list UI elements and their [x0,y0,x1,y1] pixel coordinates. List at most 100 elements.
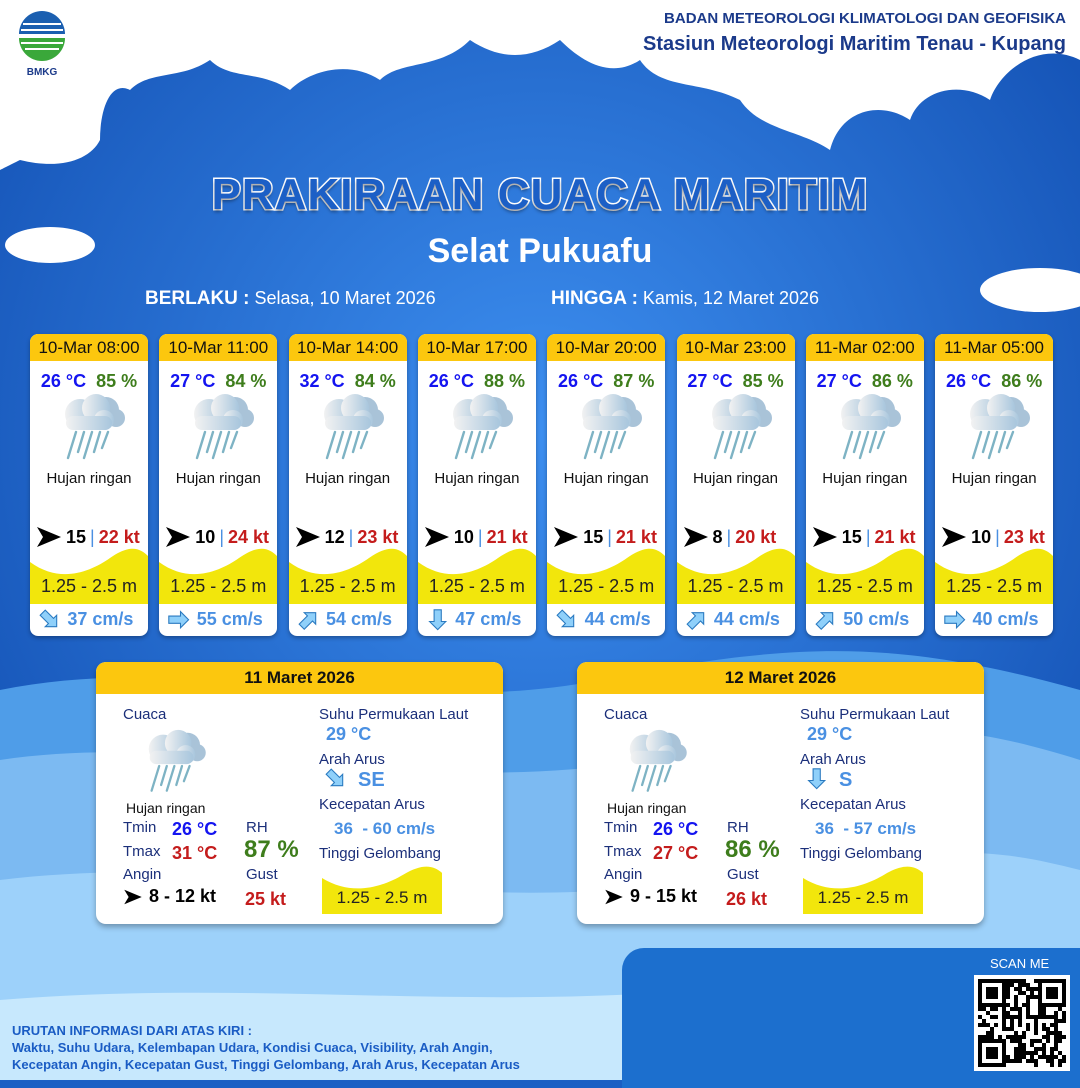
wind-label: Angin [123,866,162,883]
weather-label: Cuaca [604,706,648,723]
current-arrow-ne-icon [297,612,316,631]
cloud-rain-icon [582,394,643,460]
wave-height: 1.25 - 2.5 m [558,576,655,596]
wave-shape [803,866,923,914]
footer-line-2: Kecepatan Angin, Kecepatan Gust, Tinggi … [12,1057,520,1072]
current-speed: 44 cm/s [584,609,651,630]
gust-speed: 23 kt [1003,526,1045,547]
wave-shape [159,548,278,604]
gust-label: Gust [727,866,759,883]
humidity: 85 % [742,371,784,391]
footer-heading: URUTAN INFORMASI DARI ATAS KIRI : [12,1023,252,1038]
tmin-label: Tmin [604,819,638,836]
weather-label: Cuaca [123,706,167,723]
weather-condition: Hujan ringan [46,470,132,487]
gust-label: Gust [246,866,278,883]
rh-label: RH [727,819,749,836]
sst-value: 29 °C [326,724,372,744]
wind-speed: 15 [841,526,862,547]
current-arrow-se-icon [325,768,344,787]
daily-weather: Hujan ringan [126,800,206,816]
gust-speed: 20 kt [735,526,777,547]
current-speed: 47 cm/s [455,609,522,630]
forecast-time: 10-Mar 14:00 [288,334,407,361]
wind-arrow-e-icon [124,889,142,904]
daily-gust: 25 kt [245,889,287,909]
forecast-card: 10-Mar 23:00 27 °C 85 % Hujan ringan 8 | 2… [676,334,795,636]
cloud-rain-icon [452,394,513,460]
cloud-rain-icon [629,729,687,792]
logo-text: BMKG [26,67,58,78]
humidity: 88 % [484,371,526,391]
current-arrow-e-icon [944,610,966,630]
wind-speed: 10 [971,526,992,547]
tmin-value: 26 °C [172,819,218,839]
tmax-label: Tmax [604,843,642,860]
cloud-rain-icon [148,729,206,792]
sst-label: Suhu Permukaan Laut [319,706,469,723]
gust-speed: 24 kt [228,526,270,547]
forecast-card: 10-Mar 17:00 26 °C 88 % Hujan ringan 10 |… [417,334,536,636]
air-temperature: 26 °C [558,371,604,391]
wind-arrow-e-icon [942,527,967,547]
cloud-rain-icon [970,394,1031,460]
air-temperature: 27 °C [816,371,862,391]
daily-current-speed: 36 - 57 cm/s [815,819,917,838]
daily-current-speed: 36 - 60 cm/s [334,819,436,838]
wind-arrow-e-icon [554,527,579,547]
current-arrow-ne-icon [685,612,704,631]
wave-shape [288,548,407,604]
wave-height: 1.25 - 2.5 m [299,576,396,596]
humidity: 84 % [354,371,396,391]
gust-speed: 22 kt [98,526,140,547]
tmax-value: 31 °C [172,843,218,863]
gust-speed: 23 kt [357,526,399,547]
current-speed: 37 cm/s [67,609,134,630]
wind-arrow-e-icon [37,527,61,547]
wind-arrow-e-icon [683,527,708,547]
forecast-time: 10-Mar 11:00 [159,334,278,361]
humidity: 84 % [225,371,267,391]
gust-speed: 21 kt [615,526,657,547]
wave-height: 1.25 - 2.5 m [40,576,138,596]
daily-summary-panel: 12 Maret 2026 Cuaca Hujan ringan Tmin 26… [577,662,984,924]
wind-speed: 15 [583,526,604,547]
wave-height: 1.25 - 2.5 m [428,576,525,596]
weather-condition: Hujan ringan [692,470,779,487]
forecast-card: 10-Mar 08:00 26 °C 85 % Hujan ringan 15 |… [30,334,148,636]
wave-height: 1.25 - 2.5 m [170,576,267,596]
scan-me-label: SCAN ME [990,956,1050,971]
current-speed: 54 cm/s [325,609,393,630]
daily-wind: 9 - 15 kt [630,886,698,906]
sst-label: Suhu Permukaan Laut [800,706,950,723]
wave-label: Tinggi Gelombang [800,845,923,862]
agency-name: BADAN METEOROLOGI KLIMATOLOGI DAN GEOFIS… [664,10,1066,27]
forecast-time: 11-Mar 02:00 [805,334,924,361]
wind-speed: 8 [712,526,723,547]
current-arrow-s-icon [807,768,827,790]
footer-line-1: Waktu, Suhu Udara, Kelembapan Udara, Kon… [12,1040,493,1055]
wave-height: 1.25 - 2.5 m [816,576,913,596]
wind-label: Angin [604,866,643,883]
weather-condition: Hujan ringan [822,470,908,487]
valid-to: HINGGA : Kamis, 12 Maret 2026 [551,288,819,310]
wind-arrow-e-icon [812,527,837,547]
page-title: PRAKIRAAN CUACA MARITIM [210,169,869,221]
weather-condition: Hujan ringan [951,470,1037,487]
wave-height: 1.25 - 2.5 m [946,576,1043,596]
sst-value: 29 °C [807,724,853,744]
rh-value: 87 % [244,836,299,863]
daily-gust: 26 kt [726,889,768,909]
humidity: 85 % [96,371,138,391]
current-speed-label: Kecepatan Arus [800,796,906,813]
wind-speed: 12 [324,526,345,547]
location-name: Selat Pukuafu [427,232,653,270]
tmin-value: 26 °C [653,819,699,839]
rh-label: RH [246,819,268,836]
daily-wave: 1.25 - 2.5 m [336,888,428,907]
tmax-value: 27 °C [653,843,699,863]
qr-code[interactable] [974,975,1070,1071]
bmkg-logo: BMKG [14,10,70,78]
current-arrow-e-icon [168,610,190,630]
daily-wave: 1.25 - 2.5 m [817,888,909,907]
